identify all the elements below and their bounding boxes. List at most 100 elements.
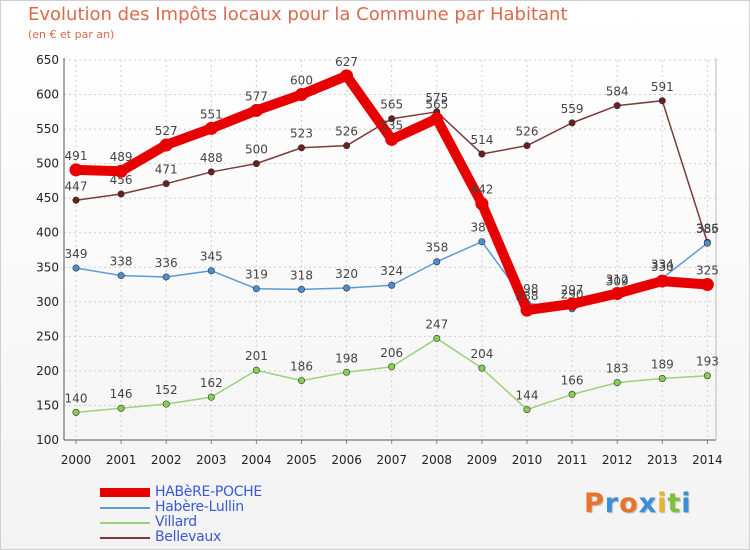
data-label: 527	[155, 124, 178, 138]
data-label: 386	[696, 221, 719, 235]
data-label: 627	[335, 55, 358, 69]
x-tick-label: 2011	[557, 453, 588, 467]
data-point	[162, 180, 170, 188]
data-label: 324	[380, 264, 403, 278]
y-tick-label: 350	[36, 260, 59, 274]
data-label: 565	[425, 98, 448, 112]
data-point	[295, 88, 308, 102]
x-tick-label: 2004	[241, 453, 272, 467]
data-point	[249, 103, 263, 117]
data-label: 288	[516, 289, 539, 303]
data-point	[523, 142, 531, 150]
data-point	[117, 272, 125, 280]
x-tick-label: 2000	[61, 453, 92, 467]
logo-letter: i	[681, 488, 692, 519]
data-label: 189	[651, 358, 674, 372]
data-point	[703, 239, 711, 247]
data-point	[204, 121, 218, 135]
proxiti-logo: Proxiti	[584, 488, 692, 519]
data-label: 349	[65, 247, 88, 261]
data-label: 144	[516, 389, 539, 403]
data-point	[207, 393, 215, 401]
legend-label-habere-lullin: Habère-Lullin	[155, 499, 244, 515]
data-point	[475, 197, 489, 211]
data-label: 577	[245, 89, 268, 103]
data-point	[72, 408, 80, 416]
y-tick-label: 450	[36, 191, 59, 205]
data-label: 183	[606, 362, 629, 376]
x-tick-label: 2002	[151, 453, 182, 467]
data-point	[700, 278, 714, 292]
data-label: 206	[380, 346, 403, 360]
data-label: 152	[155, 383, 178, 397]
data-point	[117, 190, 125, 198]
data-label: 186	[290, 360, 313, 374]
data-point	[433, 258, 441, 266]
data-label: 526	[516, 125, 539, 139]
data-label: 559	[561, 102, 584, 116]
data-point	[388, 363, 396, 371]
data-point	[297, 144, 305, 152]
data-point	[162, 400, 170, 408]
y-tick-label: 500	[36, 157, 59, 171]
y-tick-label: 250	[36, 329, 59, 343]
legend-swatch-bellevaux	[100, 537, 150, 539]
series-villard: 140 146 152 162 201 186 198 206 247 204 144 166 183 1…	[65, 317, 719, 416]
data-point	[207, 168, 215, 176]
data-point	[613, 102, 621, 110]
data-label: 312	[606, 273, 629, 287]
logo-letter: i	[657, 488, 668, 519]
x-tick-label: 2006	[331, 453, 362, 467]
data-label: 523	[290, 127, 313, 141]
data-label: 489	[110, 150, 133, 164]
data-point	[207, 267, 215, 275]
data-point	[72, 196, 80, 204]
data-label: 166	[561, 373, 584, 387]
data-label: 318	[290, 268, 313, 282]
x-tick-label: 2014	[692, 453, 723, 467]
data-label: 319	[245, 268, 268, 282]
chart-title: Evolution des Impôts locaux pour la Comm…	[28, 4, 568, 25]
data-point	[523, 406, 531, 414]
data-label: 204	[470, 347, 493, 361]
data-label: 320	[335, 267, 358, 281]
data-label: 297	[561, 283, 584, 297]
x-tick-label: 2009	[467, 453, 498, 467]
data-point	[297, 285, 305, 293]
y-tick-label: 300	[36, 295, 59, 309]
y-tick-label: 600	[36, 88, 59, 102]
data-point	[478, 238, 486, 246]
logo-letter: r	[604, 488, 620, 519]
logo-letter: P	[584, 488, 605, 519]
data-point	[72, 264, 80, 272]
data-label: 535	[380, 118, 403, 132]
data-label: 447	[65, 179, 88, 193]
y-tick-label: 650	[36, 53, 59, 67]
data-label: 140	[65, 391, 88, 405]
data-label: 358	[425, 241, 448, 255]
data-label: 162	[200, 376, 223, 390]
x-tick-label: 2013	[647, 453, 678, 467]
data-point	[388, 115, 396, 123]
data-label: 334	[651, 257, 674, 271]
legend-label-villard: Villard	[155, 514, 197, 530]
data-point	[610, 287, 624, 301]
data-point	[159, 138, 173, 152]
data-label: 600	[290, 74, 313, 88]
chart-subtitle: (en € et par an)	[28, 28, 115, 41]
x-tick-label: 2008	[422, 453, 453, 467]
data-label: 575	[425, 91, 448, 105]
data-label: 338	[110, 255, 133, 269]
data-label: 565	[380, 98, 403, 112]
y-tick-label: 150	[36, 398, 59, 412]
data-label: 551	[200, 107, 223, 121]
legend-label-bellevaux: Bellevaux	[155, 529, 221, 545]
data-point	[388, 281, 396, 289]
logo-letter: t	[667, 488, 682, 519]
data-label: 336	[155, 256, 178, 270]
data-point	[343, 142, 351, 150]
data-label: 198	[335, 351, 358, 365]
